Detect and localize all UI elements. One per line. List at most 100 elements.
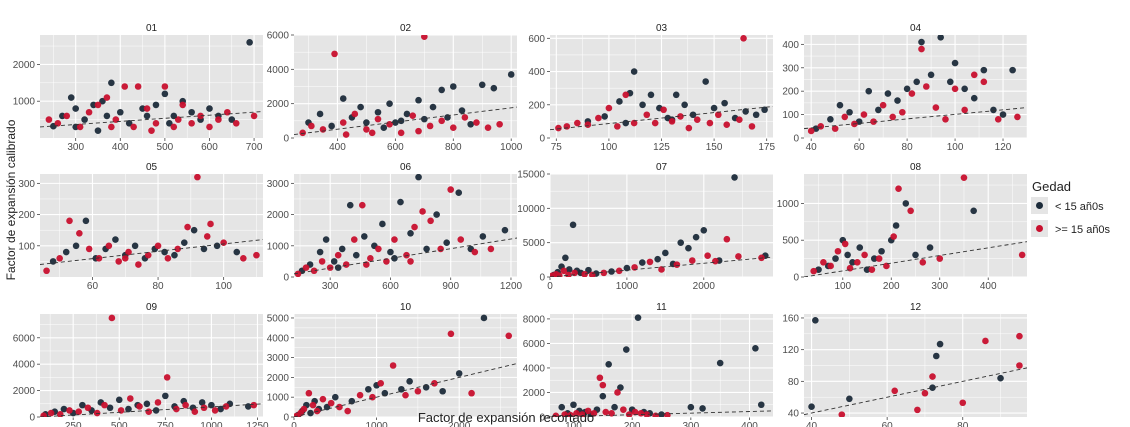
point-under-15: [700, 227, 708, 234]
point-under-15: [752, 345, 759, 352]
point-under-15: [392, 119, 399, 126]
y-tick-label: 1000: [13, 97, 36, 108]
points-group: [804, 317, 1027, 417]
point-under-15: [363, 119, 370, 126]
point-15-plus: [319, 395, 327, 403]
point-under-15: [699, 405, 706, 412]
y-tick-label: 100: [18, 241, 35, 252]
trend-line: [804, 367, 1027, 416]
point-15-plus: [108, 123, 115, 131]
point-15-plus: [563, 123, 571, 130]
point-15-plus: [331, 50, 338, 58]
x-tick-label: 500: [111, 421, 128, 427]
y-tick-label: 100: [782, 110, 799, 121]
point-15-plus: [179, 101, 187, 109]
point-under-15: [752, 111, 760, 119]
point-under-15: [677, 239, 685, 246]
point-under-15: [72, 242, 80, 250]
point-under-15: [710, 104, 718, 112]
x-tick-label: 2000: [448, 421, 471, 427]
point-under-15: [403, 110, 411, 118]
point-under-15: [622, 119, 630, 127]
point-15-plus: [740, 35, 747, 42]
point-15-plus: [411, 223, 418, 231]
legend-key-15-plus: [1036, 225, 1043, 232]
point-15-plus: [148, 127, 155, 134]
x-tick-label: 400: [112, 142, 129, 153]
point-15-plus: [838, 411, 846, 417]
x-tick-label: 600: [382, 281, 399, 292]
point-under-15: [846, 108, 853, 116]
x-tick-label: 1000: [200, 421, 223, 427]
point-15-plus: [308, 122, 315, 130]
point-15-plus: [970, 71, 978, 79]
trend-line: [550, 410, 773, 417]
point-15-plus: [875, 255, 883, 262]
point-under-15: [836, 101, 844, 109]
point-15-plus: [889, 113, 897, 121]
point-under-15: [927, 71, 935, 79]
point-15-plus: [184, 223, 191, 231]
point-15-plus: [919, 258, 927, 266]
point-15-plus: [369, 393, 376, 401]
point-15-plus: [567, 411, 574, 417]
point-under-15: [458, 107, 466, 114]
panel-title-05: 05: [146, 162, 158, 173]
panel-02: 02 400 600 800 1000 0 2000 4000 6000: [267, 23, 523, 153]
point-15-plus: [63, 112, 71, 120]
point-under-15: [884, 90, 892, 97]
point-15-plus: [834, 247, 842, 255]
point-15-plus: [652, 412, 659, 417]
point-15-plus: [359, 201, 366, 209]
y-tick-label: 3000: [267, 353, 290, 364]
x-tick-label: 60: [882, 421, 894, 427]
point-15-plus: [600, 269, 608, 277]
point-15-plus: [386, 120, 393, 128]
point-under-15: [946, 78, 954, 86]
point-15-plus: [620, 406, 627, 413]
point-15-plus: [339, 119, 347, 126]
point-under-15: [387, 248, 394, 256]
x-tick-label: 100: [947, 142, 964, 153]
point-15-plus: [367, 254, 374, 262]
point-under-15: [970, 94, 978, 102]
x-tick-label: 300: [682, 421, 699, 427]
point-15-plus: [191, 408, 199, 416]
point-under-15: [455, 189, 463, 197]
point-under-15: [386, 100, 393, 107]
point-15-plus: [631, 408, 639, 416]
panel-background: [294, 174, 517, 277]
y-tick-label: 0: [793, 273, 799, 284]
x-tick-label: 125: [653, 142, 670, 153]
point-under-15: [832, 255, 839, 262]
y-tick-label: 300: [782, 63, 799, 74]
point-15-plus: [1016, 362, 1023, 369]
point-15-plus: [76, 123, 84, 131]
point-under-15: [490, 84, 498, 92]
point-under-15: [951, 59, 959, 67]
point-15-plus: [427, 217, 434, 225]
point-under-15: [198, 399, 206, 406]
point-15-plus: [66, 407, 73, 414]
point-under-15: [106, 404, 114, 412]
x-tick-label: 600: [387, 142, 404, 153]
point-under-15: [742, 108, 749, 115]
point-under-15: [929, 384, 936, 391]
point-15-plus: [614, 123, 621, 130]
point-under-15: [143, 400, 151, 408]
trend-line: [40, 403, 263, 417]
x-tick-label: 200: [883, 281, 900, 292]
point-under-15: [228, 116, 236, 123]
point-15-plus: [841, 240, 849, 248]
point-under-15: [875, 106, 882, 114]
point-15-plus: [56, 411, 64, 417]
point-15-plus: [421, 35, 428, 41]
point-under-15: [647, 91, 655, 99]
point-15-plus: [723, 121, 731, 129]
point-15-plus: [240, 254, 247, 262]
points-group: [40, 314, 263, 417]
points-group: [804, 174, 1027, 277]
point-15-plus: [431, 380, 438, 387]
point-15-plus: [461, 114, 469, 121]
